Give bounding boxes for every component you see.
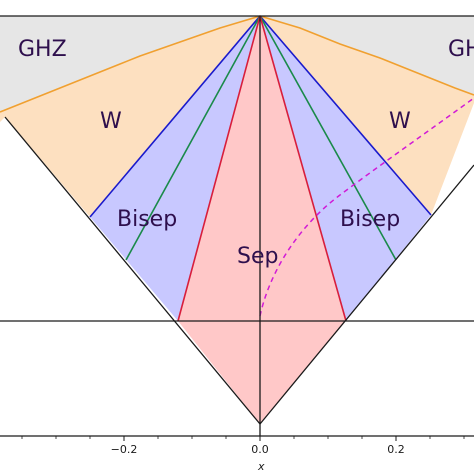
region-labels: GHZ GHZ W W Bisep Bisep Sep <box>18 37 474 269</box>
label-w-left: W <box>100 109 122 134</box>
label-bisep-left: Bisep <box>117 207 177 232</box>
ghz-region <box>0 16 474 112</box>
label-w-right: W <box>389 109 411 134</box>
boundaries <box>0 15 474 322</box>
bisep-boundary-right <box>259 15 432 216</box>
sep-boundary-right <box>259 15 347 322</box>
green-line-right <box>259 15 397 261</box>
outer-boundary-right <box>259 164 474 425</box>
x-axis-label: x <box>257 460 265 473</box>
x-tick-label: 0.0 <box>251 443 269 456</box>
x-tick-label: −0.2 <box>111 443 138 456</box>
x-axis-ticks: −0.2 0.0 0.2 <box>21 436 465 456</box>
green-line-left <box>125 15 261 261</box>
label-sep: Sep <box>237 244 278 269</box>
fills <box>0 16 474 424</box>
outer-boundary-left <box>4 116 261 425</box>
x-tick-label: 0.2 <box>387 443 405 456</box>
bisep-boundary-left <box>89 15 261 218</box>
label-ghz-left: GHZ <box>18 37 67 62</box>
sep-boundary-left <box>177 15 261 322</box>
sep-region <box>178 16 346 424</box>
ghz-boundary-curve <box>0 15 474 113</box>
label-bisep-right: Bisep <box>340 207 400 232</box>
label-ghz-right: GHZ <box>448 37 474 62</box>
w-region <box>0 16 474 217</box>
frame <box>0 15 474 437</box>
trajectory-curve <box>259 97 474 317</box>
